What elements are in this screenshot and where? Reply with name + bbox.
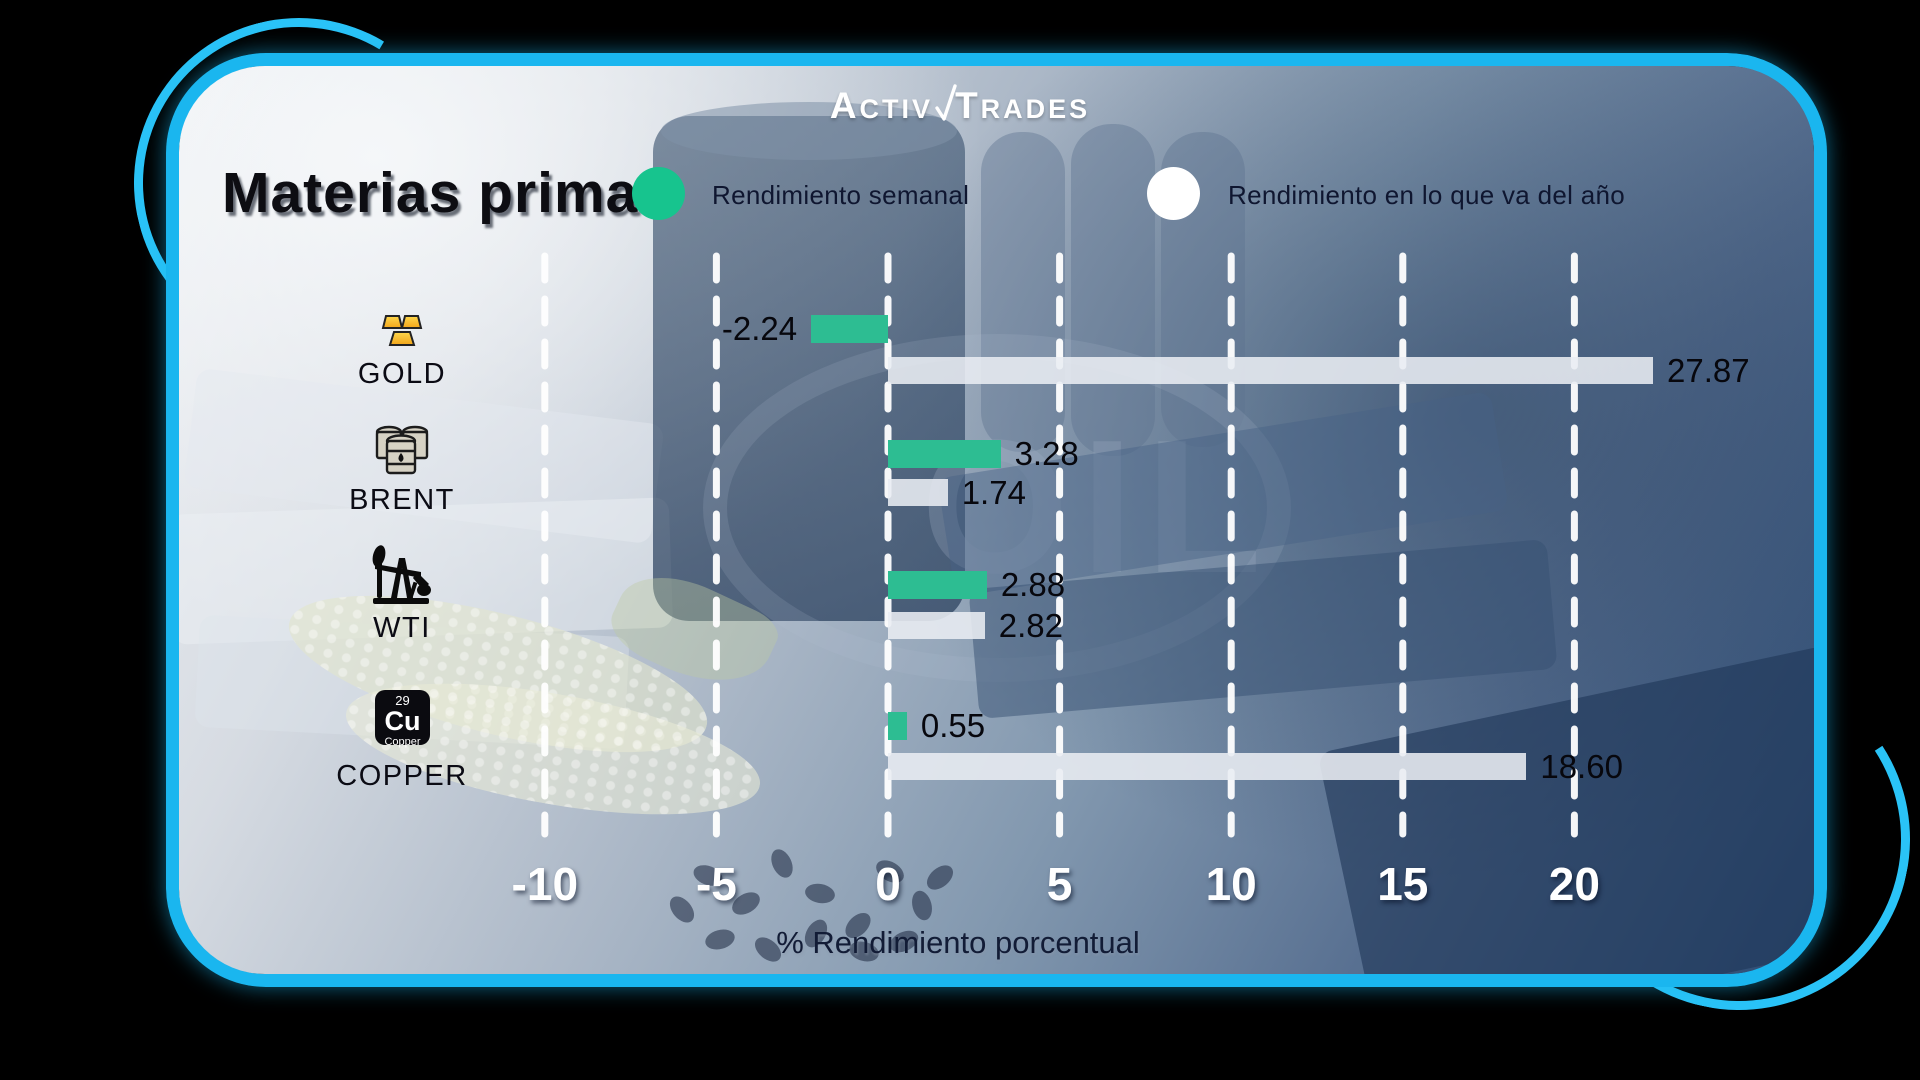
- value-label-copper-ytd: 18.60: [1540, 747, 1623, 785]
- value-label-gold-weekly: -2.24: [721, 310, 798, 347]
- value-label-wti-weekly: 2.88: [1000, 566, 1066, 603]
- bar-wti-ytd: [888, 612, 985, 639]
- bar-gold-ytd: [888, 357, 1653, 384]
- copper-atomic-number: 29: [395, 693, 410, 708]
- copper-name: Copper: [384, 736, 421, 748]
- value-label-gold-ytd: 27.87: [1667, 351, 1750, 389]
- background-oil-barrel-lid: [661, 102, 957, 160]
- x-tick--5: -5: [695, 858, 737, 910]
- bar-wti-weekly: [888, 571, 987, 599]
- x-tick-0: 0: [875, 858, 901, 910]
- category-label-wti: WTI: [373, 612, 431, 644]
- bar-gold-weekly: [811, 315, 888, 343]
- oil-pumpjack-icon: [369, 542, 433, 611]
- legend-ytd-dot: [1147, 167, 1200, 220]
- page-title: Materias primas: [222, 161, 672, 225]
- brand-logo-trades: Trades: [955, 85, 1091, 126]
- legend-weekly-label: Rendimiento semanal: [712, 180, 970, 210]
- gold-bars-icon: [378, 314, 426, 353]
- x-tick-5: 5: [1046, 858, 1073, 910]
- x-tick--10: -10: [511, 858, 579, 910]
- bar-brent-weekly: [888, 440, 1001, 468]
- checkmark-icon: [935, 84, 957, 129]
- brand-logo-activ: Activ: [829, 85, 934, 126]
- legend-weekly-dot: [632, 167, 685, 220]
- copper-symbol: Cu: [384, 706, 421, 736]
- value-label-brent-ytd: 1.74: [961, 473, 1026, 511]
- legend-ytd-label: Rendimiento en lo que va del año: [1228, 180, 1625, 210]
- bar-copper-ytd: [888, 753, 1527, 780]
- panel-background: OIL: [179, 66, 1814, 974]
- bar-copper-weekly: [888, 712, 907, 740]
- copper-element-icon: 29 Cu Copper: [375, 690, 430, 748]
- value-label-copper-weekly: 0.55: [920, 707, 986, 744]
- x-axis-title: % Rendimiento porcentual: [776, 925, 1140, 960]
- category-label-brent: BRENT: [349, 484, 455, 516]
- bar-brent-ytd: [888, 479, 948, 506]
- oil-barrels-icon: [371, 424, 431, 483]
- category-label-gold: GOLD: [357, 358, 447, 390]
- category-label-copper: COPPER: [336, 760, 468, 792]
- x-tick-20: 20: [1548, 858, 1600, 910]
- main-panel: OIL: [166, 53, 1827, 987]
- value-label-wti-ytd: 2.82: [998, 606, 1064, 644]
- value-label-brent-weekly: 3.28: [1014, 435, 1079, 472]
- brand-logo: Activ Trades: [0, 84, 1920, 129]
- x-tick-10: 10: [1205, 858, 1257, 910]
- x-tick-15: 15: [1377, 858, 1429, 910]
